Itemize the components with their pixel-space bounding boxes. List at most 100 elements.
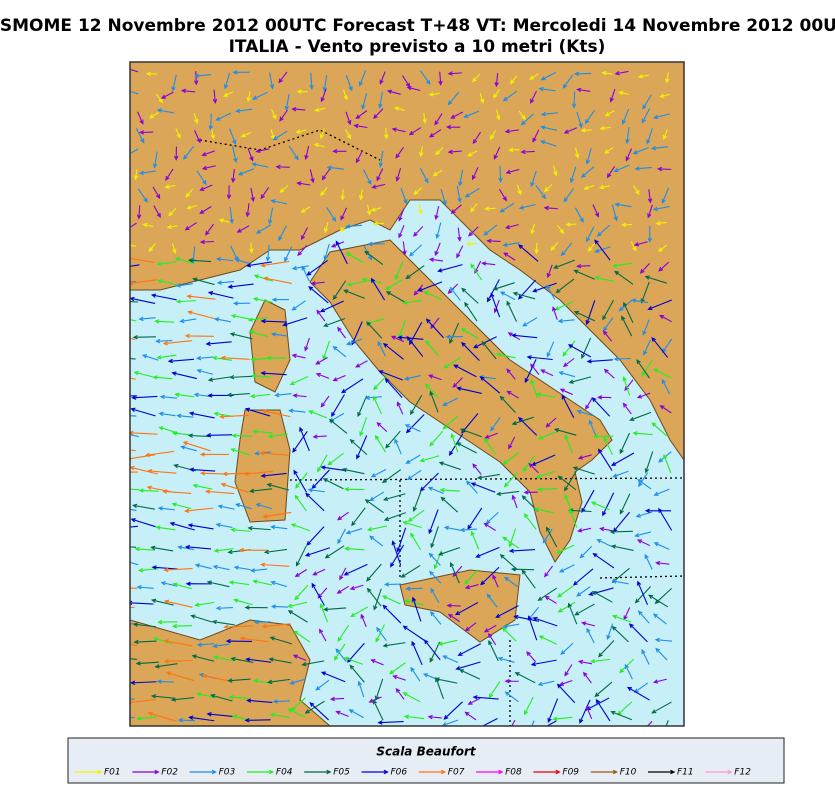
wind-arrow [345,129,352,140]
wind-arrow [564,434,573,454]
wind-arrow [557,601,576,613]
wind-arrow [452,377,463,388]
legend-arrow [705,769,733,775]
wind-arrow [294,569,308,578]
wind-arrow [268,72,275,90]
wind-arrow [626,686,650,701]
wind-arrow [624,663,633,680]
wind-arrow [524,359,537,384]
wind-arrow [574,603,595,616]
wind-arrow [472,131,482,145]
wind-arrow [428,92,440,97]
wind-arrow [308,286,329,304]
wind-arrow [216,280,235,285]
wind-arrow [378,150,384,168]
wind-arrow [384,378,403,398]
wind-arrow [250,393,271,399]
wind-arrow [408,127,422,136]
wind-arrow [163,658,193,664]
wind-arrow [550,242,559,252]
legend-label: F01 [104,768,121,778]
wind-arrow [343,289,365,299]
wind-arrow [590,501,610,511]
wind-arrow [479,376,501,394]
wind-arrow [577,454,592,460]
wind-arrow [382,604,402,624]
wind-arrow [205,223,214,236]
wind-arrow [340,189,345,201]
wind-arrow [593,434,614,439]
wind-arrow [376,626,387,642]
wind-arrow [322,478,344,490]
wind-arrow [395,146,405,159]
wind-arrow [661,378,671,395]
wind-arrow [611,614,632,623]
wind-arrow [530,223,536,235]
wind-arrow [579,545,593,559]
wind-arrow [350,606,369,618]
wind-arrow [130,546,137,548]
wind-arrow [233,598,253,606]
wind-arrow [602,299,615,321]
wind-arrow [288,408,306,414]
wind-arrow [207,291,234,299]
wind-arrow [528,462,539,474]
wind-arrow [659,314,672,323]
legend-box [67,737,785,784]
wind-arrow [617,90,630,96]
wind-arrow [569,508,578,528]
wind-arrow [453,364,477,378]
wind-arrow [400,564,421,578]
wind-arrow [176,413,194,419]
wind-arrow [508,528,517,548]
wind-arrow [344,224,363,229]
wind-arrow [486,279,500,303]
wind-arrow [382,642,406,648]
wind-arrow [450,432,459,453]
wind-arrow [188,411,215,419]
wind-arrow [663,453,672,474]
wind-arrow [537,487,558,492]
wind-arrow [266,355,287,361]
wind-arrow [212,89,218,104]
wind-arrow [227,678,251,683]
wind-arrow [301,265,310,282]
wind-arrow [628,623,648,643]
wind-arrow [405,414,425,434]
wind-arrow [171,243,177,255]
wind-arrow [219,414,249,419]
wind-arrow [332,345,347,358]
wind-arrow [317,454,328,473]
wind-arrow [130,600,154,606]
wind-arrow [296,181,311,186]
wind-arrow [343,656,363,665]
wind-arrow [374,434,386,453]
wind-arrow [279,185,289,194]
wind-arrow [447,71,462,76]
wind-arrow [632,431,653,436]
legend-label: F11 [677,768,694,778]
wind-arrow [196,642,215,647]
wind-arrow [205,341,232,346]
wind-arrow [156,354,177,360]
wind-arrow [304,337,310,352]
wind-arrow [167,358,194,364]
wind-arrow [486,593,498,608]
wind-arrow [464,301,478,322]
wind-arrow [471,167,479,181]
wind-arrow [162,340,192,346]
wind-arrow [511,494,518,509]
wind-arrow [493,146,501,160]
wind-arrow [493,88,501,99]
wind-arrow [538,635,558,645]
wind-arrow [336,585,349,594]
wind-arrow [364,499,384,514]
wind-arrow [322,607,347,612]
wind-arrow [175,128,181,139]
wind-arrow [412,489,422,513]
wind-arrow [227,283,254,289]
wind-arrow [212,564,230,571]
wind-arrow [665,720,669,726]
wind-arrow [278,225,287,242]
wind-arrow [235,503,252,510]
